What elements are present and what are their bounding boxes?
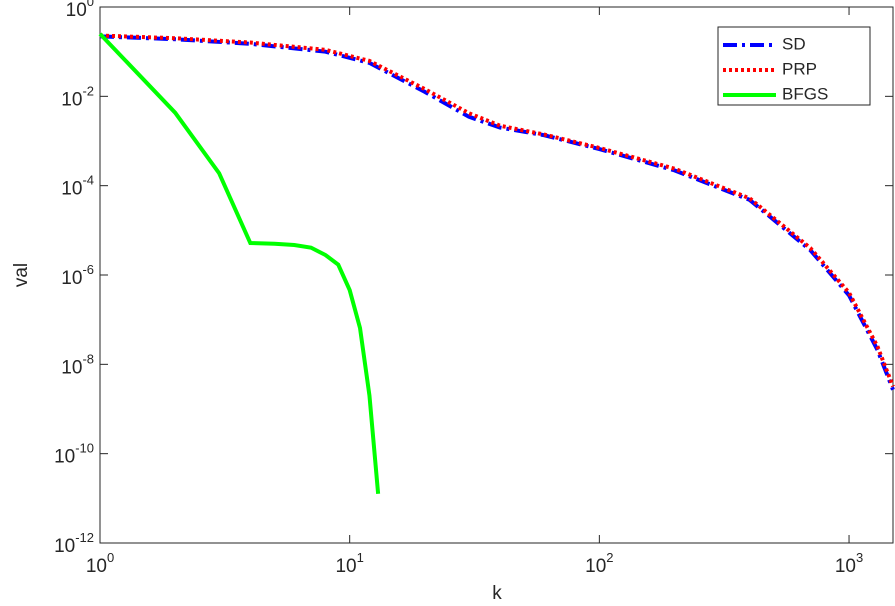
series-line — [99, 33, 895, 388]
x-tick-label: 101 — [335, 550, 363, 577]
legend-label: SD — [782, 34, 806, 53]
x-tick-label: 102 — [585, 550, 613, 577]
x-tick-label: 103 — [835, 550, 863, 577]
y-tick-label: 10-6 — [61, 262, 94, 289]
y-tick-label: 10-12 — [54, 530, 94, 557]
x-tick-label: 100 — [86, 550, 114, 577]
y-axis-label: val — [11, 263, 32, 287]
y-tick-label: 10-8 — [61, 352, 94, 379]
legend-label: BFGS — [782, 84, 828, 103]
x-axis-label: k — [492, 583, 502, 604]
y-tick-label: 10-10 — [54, 441, 94, 468]
legend-label: PRP — [782, 59, 817, 78]
series-line — [98, 32, 381, 495]
y-tick-label: 10-2 — [61, 84, 94, 111]
y-tick-label: 100 — [66, 0, 94, 21]
legend-box — [717, 26, 871, 106]
y-tick-label: 10-4 — [61, 173, 94, 200]
